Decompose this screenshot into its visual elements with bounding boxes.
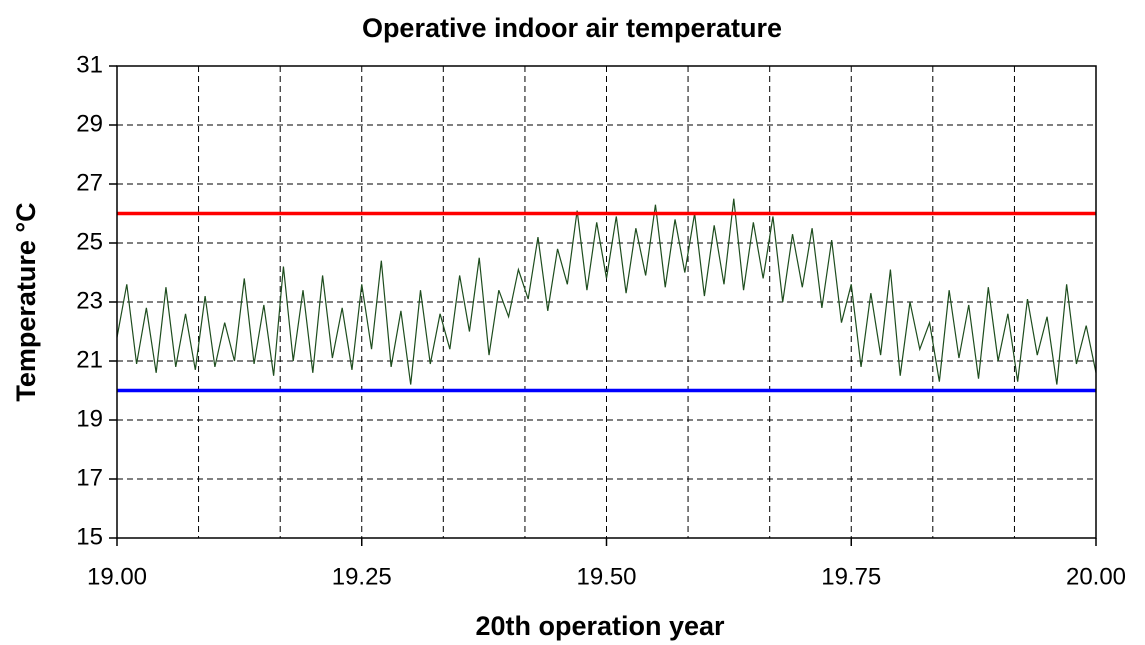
x-tick-label: 19.25: [332, 563, 392, 590]
y-tick-label: 25: [76, 228, 103, 255]
x-tick-label: 19.75: [821, 563, 881, 590]
x-tick-label: 20.00: [1066, 563, 1126, 590]
y-tick-label: 23: [76, 287, 103, 314]
line-series: [116, 198, 1097, 385]
y-tick-label: 29: [76, 110, 103, 137]
x-axis-title: 20th operation year: [475, 611, 725, 641]
y-tick-label: 31: [76, 51, 103, 78]
y-tick-label: 17: [76, 464, 103, 491]
plot-frame: [116, 65, 1097, 539]
y-axis-title: Temperature °C: [11, 202, 41, 401]
chart-title: Operative indoor air temperature: [362, 13, 782, 43]
x-tick-label: 19.00: [87, 563, 147, 590]
x-tick-label: 19.50: [576, 563, 636, 590]
y-tick-label: 21: [76, 346, 103, 373]
y-tick-label: 27: [76, 169, 103, 196]
y-tick-label: 19: [76, 405, 103, 432]
y-tick-label: 15: [76, 523, 103, 550]
